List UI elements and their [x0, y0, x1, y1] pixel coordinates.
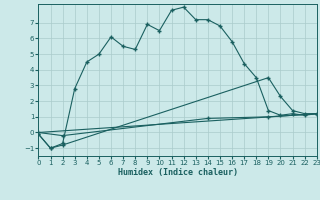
X-axis label: Humidex (Indice chaleur): Humidex (Indice chaleur) — [118, 168, 238, 177]
